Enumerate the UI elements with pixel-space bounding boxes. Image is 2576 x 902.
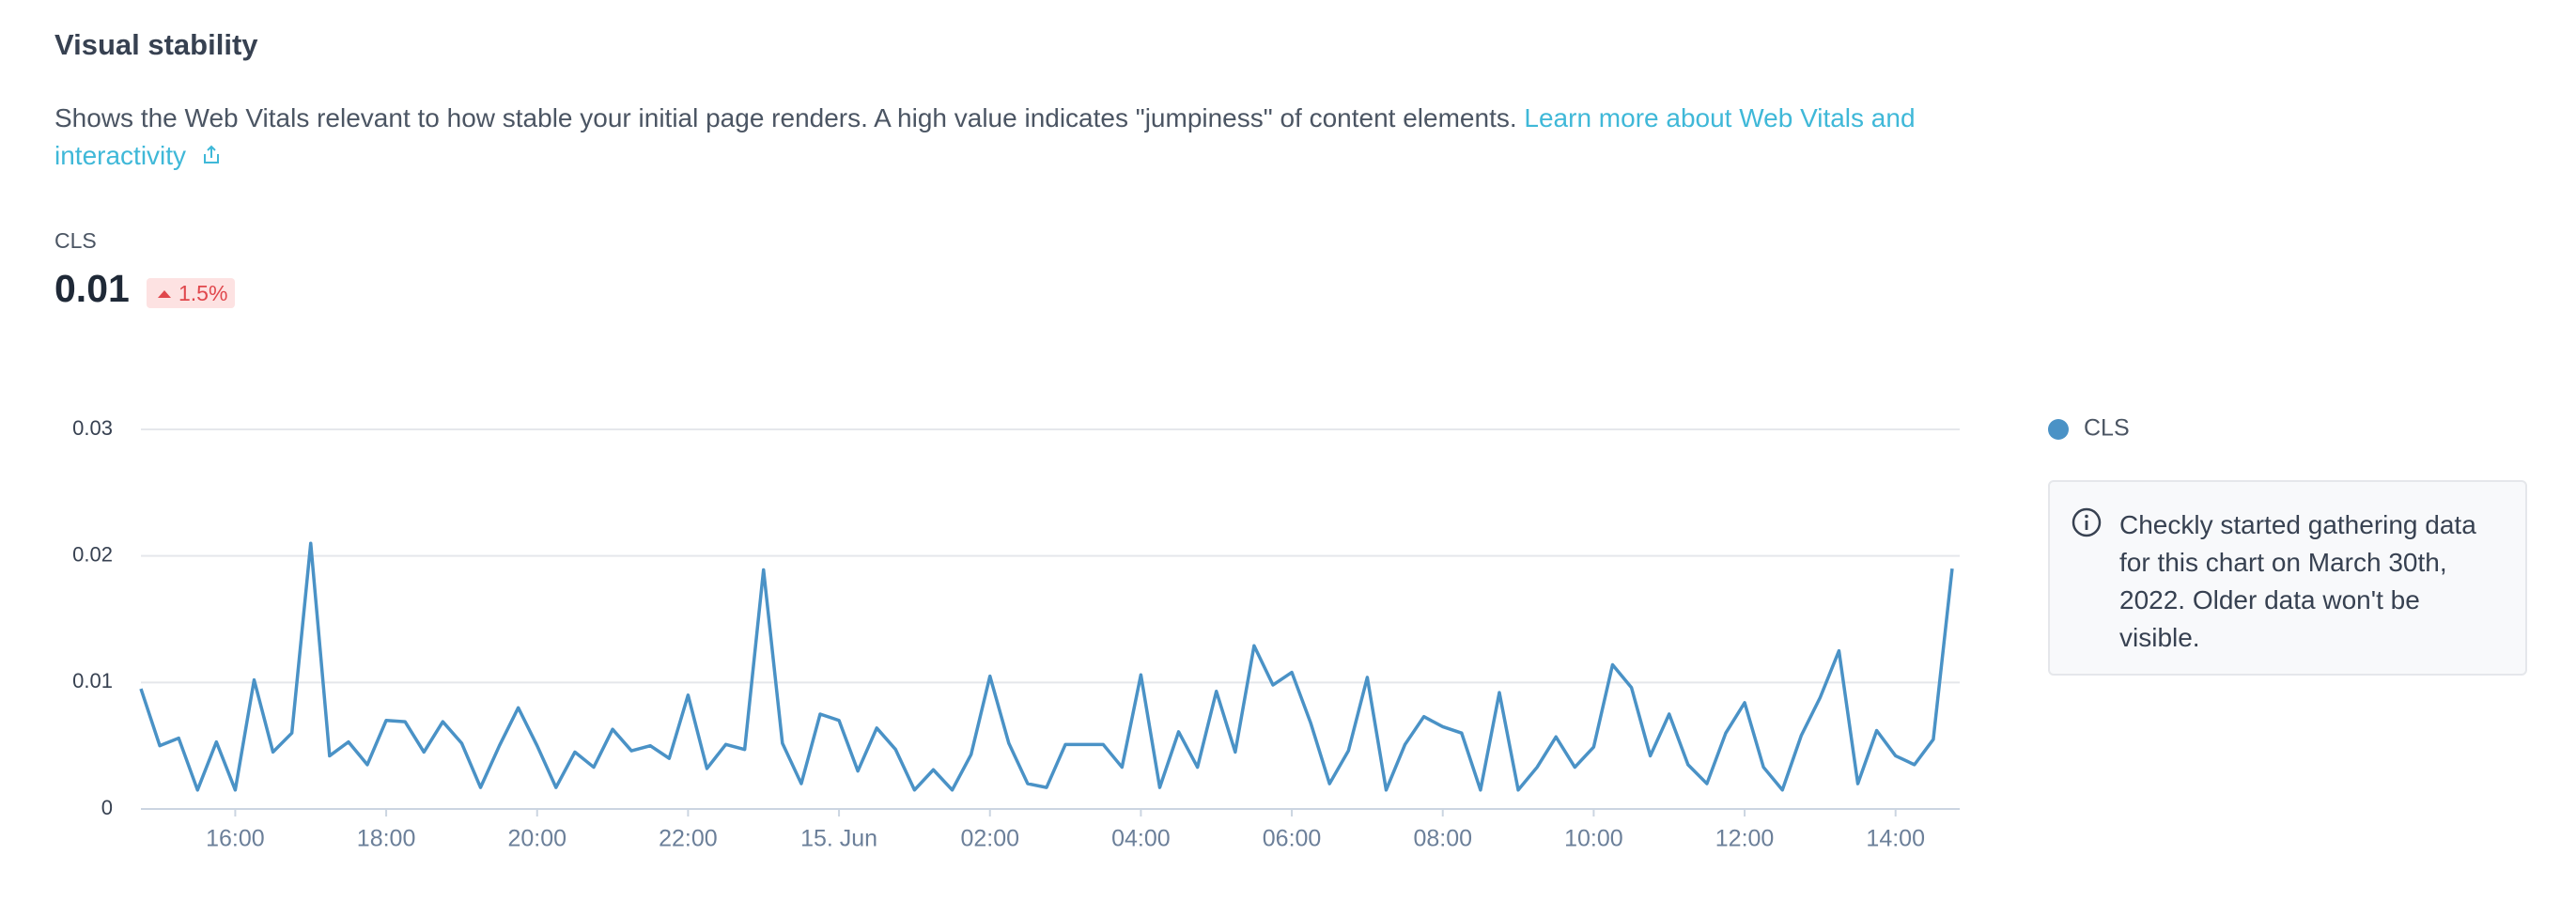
x-tick-label: 06:00 bbox=[1263, 826, 1322, 852]
y-tick-label: 0.02 bbox=[72, 542, 113, 566]
y-tick-label: 0.01 bbox=[72, 669, 113, 692]
external-icon bbox=[203, 145, 219, 163]
x-tick-label: 14:00 bbox=[1866, 826, 1925, 852]
legend-marker bbox=[2048, 419, 2069, 440]
learn-more-link[interactable]: Learn more about Web Vitals and interact… bbox=[54, 103, 1916, 170]
x-tick-label: 10:00 bbox=[1564, 826, 1623, 852]
x-tick-label: 15. Jun bbox=[800, 826, 877, 852]
note-text: Checkly started gathering data for this … bbox=[2119, 510, 2476, 652]
x-tick-label: 16:00 bbox=[206, 826, 265, 852]
change-badge: 1.5% bbox=[147, 278, 236, 308]
change-value: 1.5% bbox=[178, 281, 228, 305]
info-note: Checkly started gathering data for this … bbox=[2048, 480, 2527, 676]
x-tick-label: 20:00 bbox=[507, 826, 566, 852]
x-tick-label: 08:00 bbox=[1413, 826, 1472, 852]
x-tick-label: 04:00 bbox=[1111, 826, 1171, 852]
info-icon bbox=[2072, 507, 2102, 537]
x-tick-label: 12:00 bbox=[1715, 826, 1775, 852]
x-tick-label: 18:00 bbox=[357, 826, 416, 852]
metric-label: CLS bbox=[54, 228, 97, 253]
y-tick-label: 0.03 bbox=[72, 416, 113, 440]
section-title: Visual stability bbox=[54, 28, 258, 61]
data-line bbox=[139, 541, 1954, 792]
x-tick-label: 02:00 bbox=[960, 826, 1019, 852]
description-text: Shows the Web Vitals relevant to how sta… bbox=[54, 103, 1517, 132]
description: Shows the Web Vitals relevant to how sta… bbox=[54, 100, 1980, 175]
x-tick-label: 22:00 bbox=[659, 826, 718, 852]
up-icon bbox=[158, 290, 171, 298]
metric-value: 0.01 bbox=[54, 267, 130, 310]
y-tick-label: 0 bbox=[101, 796, 113, 819]
legend-label: CLS bbox=[2084, 415, 2130, 442]
